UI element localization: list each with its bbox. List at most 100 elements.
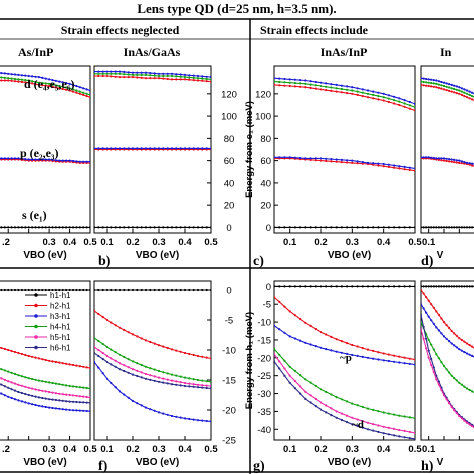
data-point (196, 419, 200, 422)
data-point (153, 368, 156, 371)
data-point (314, 84, 317, 87)
data-point (450, 374, 453, 377)
data-point (196, 74, 200, 78)
data-point (325, 85, 328, 88)
data-point (196, 378, 200, 382)
data-point (430, 285, 433, 288)
data-point (448, 371, 451, 374)
series-group-a (0, 72, 90, 229)
series-line-h2-h1 (0, 347, 90, 369)
data-point (131, 399, 135, 403)
data-point (30, 226, 34, 229)
data-point (293, 314, 296, 317)
data-point (430, 82, 433, 85)
series-line-h3-h1 (94, 71, 211, 78)
data-point (37, 389, 41, 392)
data-point (309, 343, 312, 346)
data-point (27, 158, 30, 161)
data-point (149, 226, 152, 229)
data-point (440, 361, 443, 364)
series-line-h2-h1 (94, 310, 211, 359)
data-point (393, 427, 396, 430)
x-tick-label: 0.3 (152, 237, 165, 248)
data-point (179, 226, 182, 229)
data-point (330, 285, 333, 288)
data-point (166, 72, 169, 75)
data-point (346, 92, 349, 95)
series-line-h3-h1 (274, 77, 415, 105)
data-point (51, 381, 54, 385)
data-point (127, 358, 130, 361)
data-point (82, 160, 85, 163)
data-point (455, 92, 458, 95)
data-point (27, 386, 30, 389)
data-point (382, 432, 385, 435)
data-point (299, 317, 302, 321)
data-point (278, 84, 281, 87)
data-point (140, 71, 143, 74)
data-point (68, 82, 71, 85)
panel-h: 0.1Vh) (420, 280, 474, 474)
data-point (209, 420, 211, 423)
data-point (30, 80, 34, 83)
data-point (97, 354, 100, 358)
panel-label-d: d) (421, 254, 434, 269)
data-point (372, 226, 375, 229)
data-point (127, 147, 130, 150)
data-point (340, 158, 343, 161)
data-point (471, 425, 474, 428)
data-point (71, 400, 75, 403)
data-point (453, 226, 456, 229)
y-tick-label: -40 (257, 425, 271, 436)
panel-e: .2 0.3 0.4 0.5 VBO (eV) (0, 280, 97, 468)
data-point (85, 288, 88, 292)
data-point (435, 157, 438, 160)
column-title-b: InAs/GaAs (124, 45, 181, 59)
x-tick-label: 0.5 (408, 444, 422, 455)
data-point (166, 74, 169, 78)
data-point (97, 74, 100, 78)
data-point (299, 156, 302, 160)
data-point (351, 416, 354, 419)
annotation: d (e₄,e₅,e₆) (24, 77, 74, 91)
x-axis-label: VBO (eV) (328, 250, 371, 261)
data-point (458, 348, 461, 351)
data-point (34, 288, 37, 292)
data-point (403, 165, 406, 168)
data-point (319, 157, 323, 160)
data-point (445, 337, 448, 340)
data-point (304, 82, 307, 85)
data-point (101, 315, 104, 319)
data-point (377, 164, 380, 167)
data-point (427, 84, 430, 88)
data-point (136, 226, 139, 229)
data-point (361, 91, 364, 94)
data-point (408, 357, 411, 360)
data-point (140, 337, 143, 340)
data-point (153, 72, 156, 75)
data-point (421, 285, 423, 288)
data-point (403, 362, 406, 365)
data-point (24, 353, 27, 357)
data-point (425, 311, 428, 314)
data-point (351, 343, 354, 347)
data-point (205, 147, 208, 150)
y-tick-label: 120 (255, 89, 271, 100)
data-point (372, 423, 375, 426)
data-point (136, 76, 139, 79)
data-point (149, 77, 152, 80)
data-point (44, 288, 47, 292)
data-point (41, 389, 44, 392)
panel-label-g: g) (253, 459, 265, 474)
data-point (192, 418, 195, 421)
x-axis-label: VBO (eV) (23, 250, 66, 261)
data-point (372, 93, 375, 96)
data-point (314, 384, 317, 387)
data-point (361, 95, 364, 98)
data-point (274, 83, 276, 86)
data-point (330, 86, 333, 89)
data-point (468, 353, 471, 356)
data-point (162, 377, 165, 380)
data-point (105, 288, 109, 292)
data-point (149, 374, 152, 377)
